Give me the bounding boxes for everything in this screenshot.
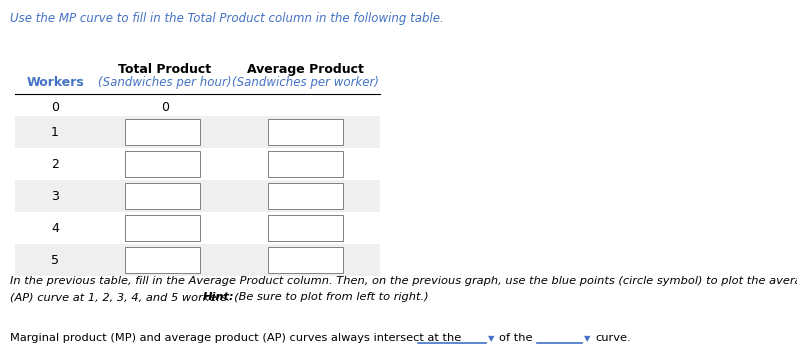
Text: Hint:: Hint: bbox=[203, 292, 234, 302]
Text: 3: 3 bbox=[51, 190, 59, 202]
Text: curve.: curve. bbox=[595, 333, 630, 343]
Bar bbox=[15, 212, 380, 244]
Bar bbox=[125, 247, 200, 273]
Bar bbox=[125, 215, 200, 241]
Bar bbox=[268, 247, 343, 273]
Text: ▼: ▼ bbox=[488, 334, 494, 343]
Text: of the: of the bbox=[499, 333, 532, 343]
Text: Use the MP curve to fill in the Total Product column in the following table.: Use the MP curve to fill in the Total Pr… bbox=[10, 12, 444, 25]
Text: Average Product: Average Product bbox=[246, 63, 363, 76]
Text: 1: 1 bbox=[51, 126, 59, 139]
Bar bbox=[15, 148, 380, 180]
Bar bbox=[268, 151, 343, 177]
Bar bbox=[125, 183, 200, 209]
Text: 0: 0 bbox=[51, 101, 59, 113]
Text: 4: 4 bbox=[51, 222, 59, 234]
Text: 5: 5 bbox=[51, 253, 59, 266]
Text: Workers: Workers bbox=[26, 76, 84, 89]
Text: In the previous table, fill in the Average Product column. Then, on the previous: In the previous table, fill in the Avera… bbox=[10, 276, 797, 286]
Bar bbox=[15, 116, 380, 148]
Text: (Sandwiches per hour): (Sandwiches per hour) bbox=[98, 76, 232, 89]
Text: (Sandwiches per worker): (Sandwiches per worker) bbox=[231, 76, 379, 89]
Bar bbox=[15, 244, 380, 276]
Bar bbox=[268, 119, 343, 145]
Bar bbox=[268, 215, 343, 241]
Text: (AP) curve at 1, 2, 3, 4, and 5 workers. (: (AP) curve at 1, 2, 3, 4, and 5 workers.… bbox=[10, 292, 238, 302]
Text: ▼: ▼ bbox=[584, 334, 591, 343]
Text: Marginal product (MP) and average product (AP) curves always intersect at the: Marginal product (MP) and average produc… bbox=[10, 333, 461, 343]
Text: Total Product: Total Product bbox=[119, 63, 211, 76]
Text: 2: 2 bbox=[51, 158, 59, 171]
Text: Be sure to plot from left to right.): Be sure to plot from left to right.) bbox=[235, 292, 429, 302]
Bar bbox=[125, 151, 200, 177]
Bar bbox=[268, 183, 343, 209]
Bar bbox=[15, 180, 380, 212]
Text: 0: 0 bbox=[161, 101, 169, 113]
Bar bbox=[125, 119, 200, 145]
